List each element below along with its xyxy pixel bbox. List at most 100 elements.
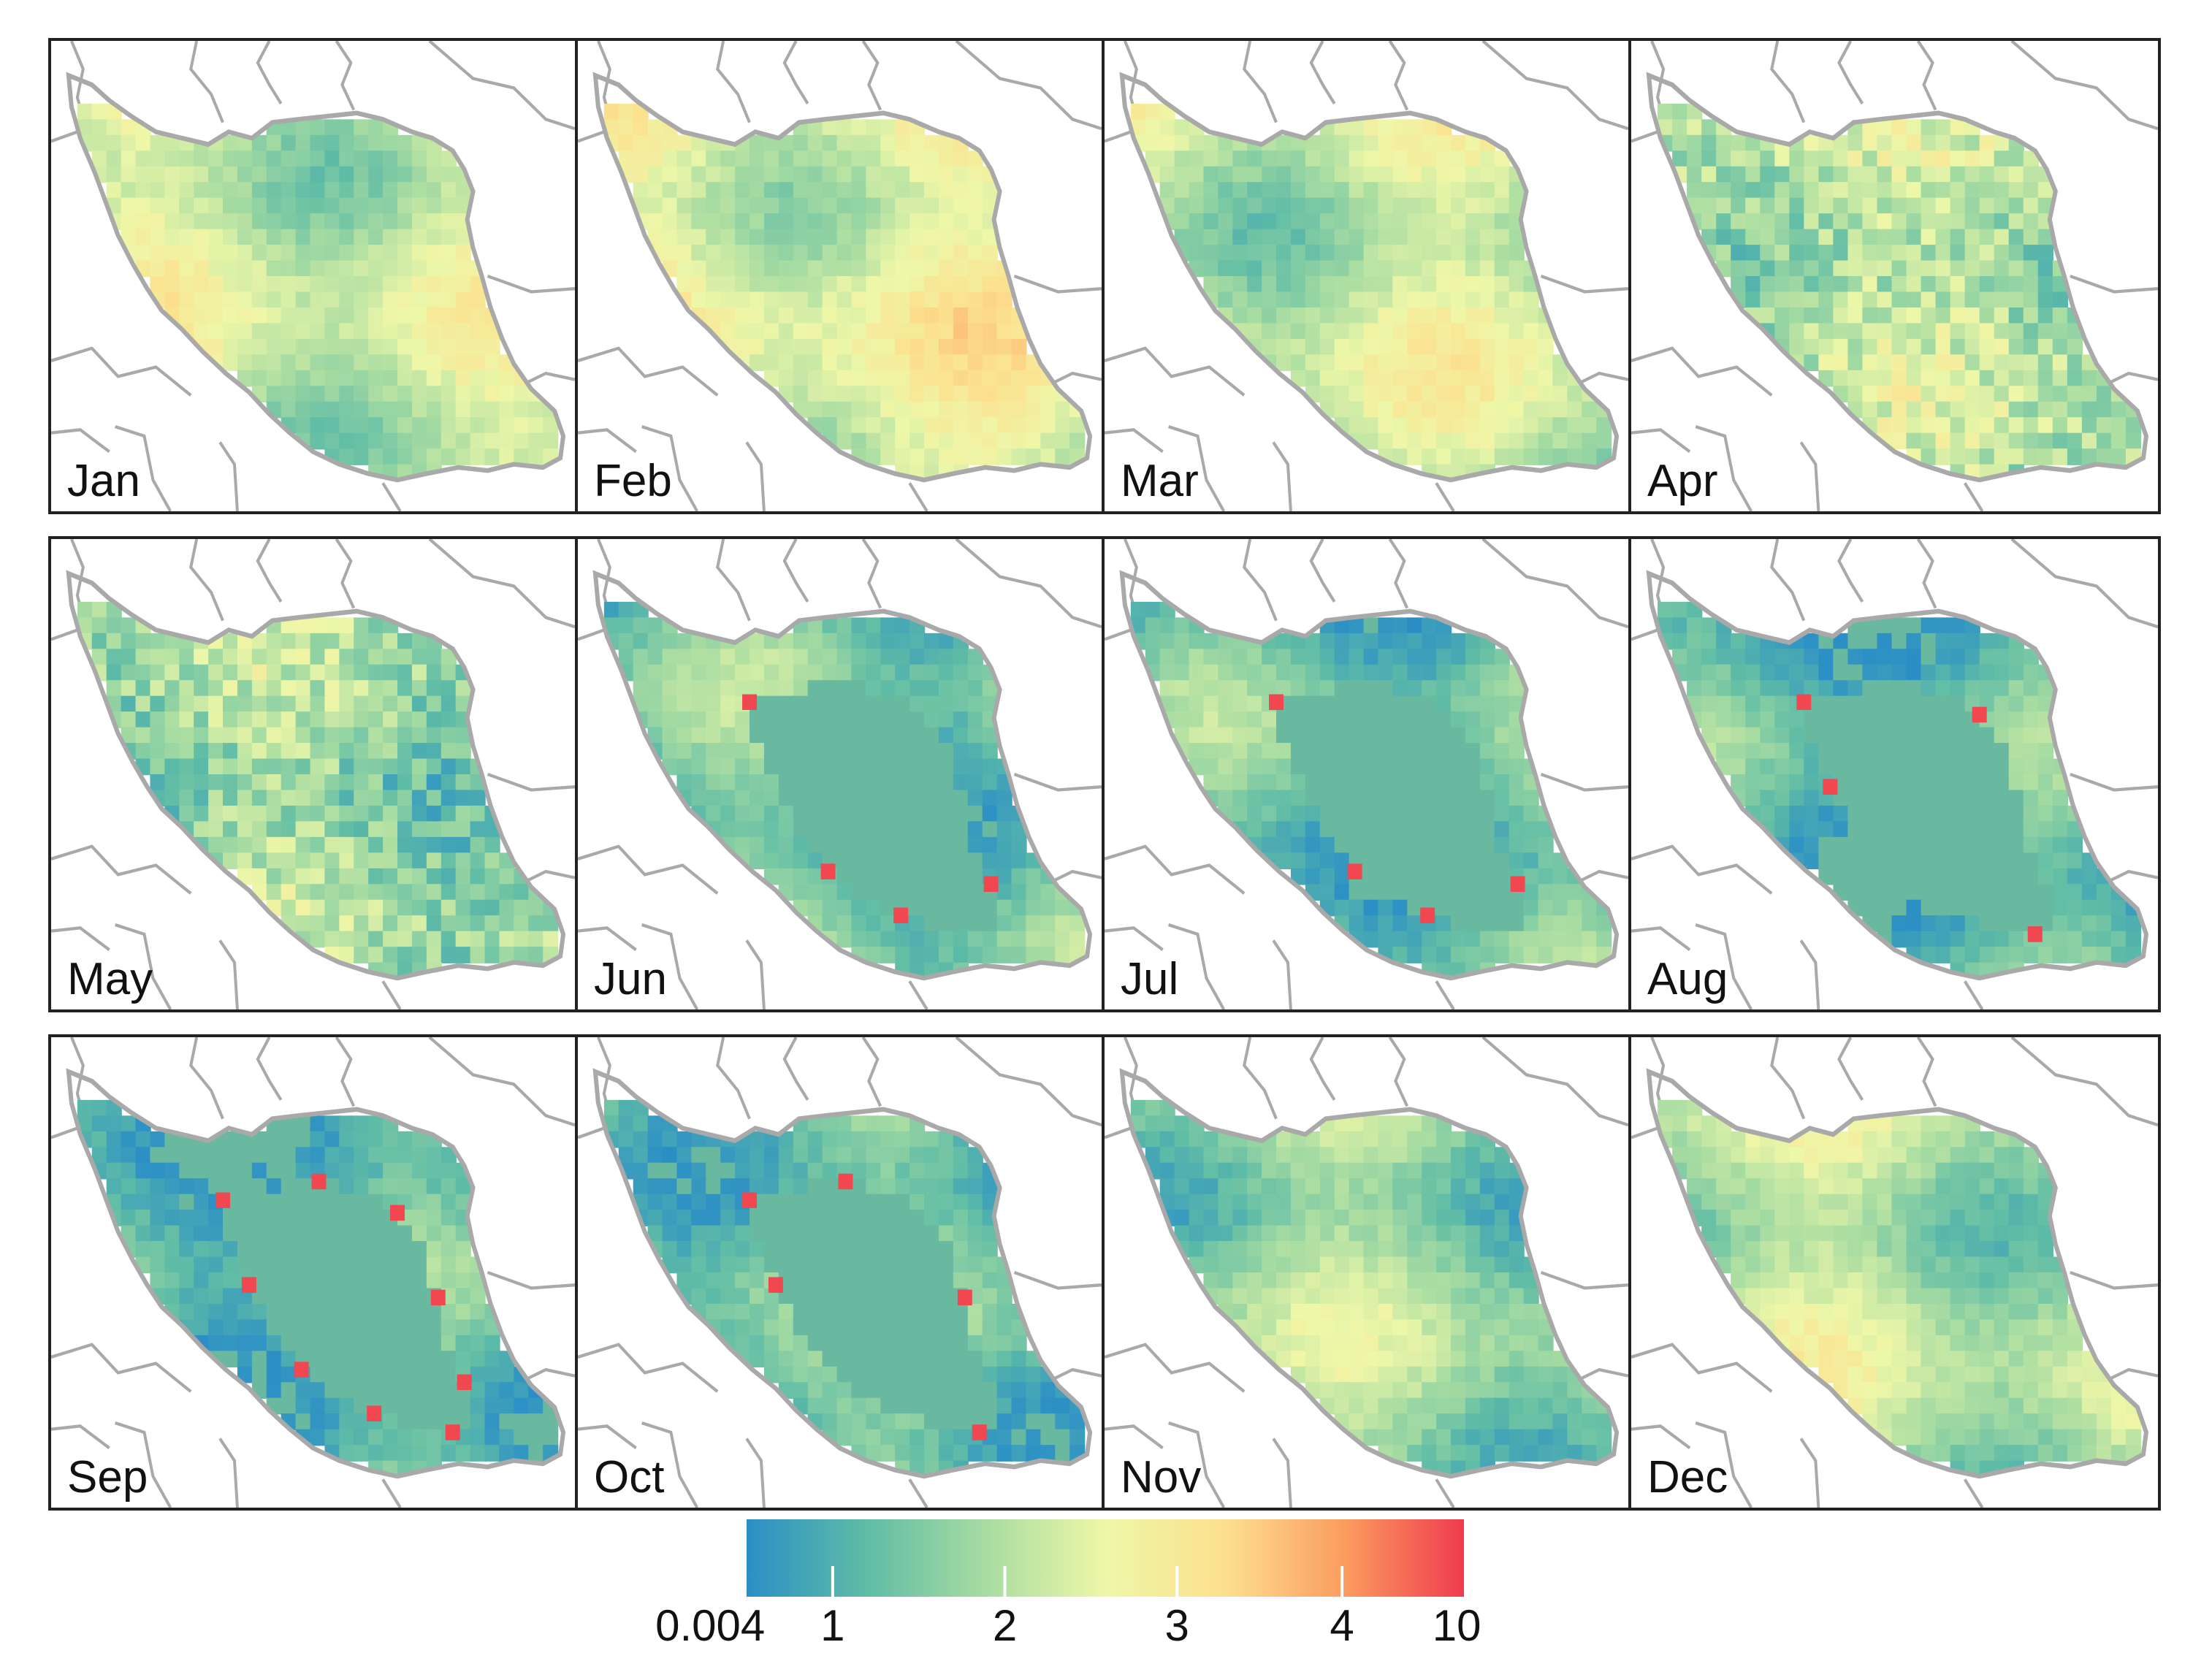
raster-cell — [397, 852, 413, 870]
raster-cell — [691, 1241, 707, 1258]
raster-cell — [691, 166, 707, 183]
raster-cell — [967, 229, 983, 246]
raster-cell — [953, 401, 969, 419]
raster-cell — [778, 680, 794, 697]
raster-cell — [1305, 229, 1321, 246]
raster-cell — [397, 758, 413, 776]
raster-cell — [368, 213, 384, 230]
raster-cell — [1378, 649, 1394, 666]
raster-cell — [324, 617, 340, 635]
raster-cell — [1774, 182, 1790, 199]
raster-cell — [484, 1382, 500, 1400]
raster-cell — [455, 884, 471, 901]
raster-cell — [880, 1288, 896, 1305]
raster-cell — [354, 836, 370, 854]
raster-cell — [354, 229, 370, 246]
raster-cell — [1552, 370, 1568, 387]
raster-cell — [324, 1115, 340, 1133]
raster-cell — [1877, 417, 1893, 434]
raster-cell — [455, 790, 471, 807]
raster-cell — [1436, 197, 1452, 215]
map-panel-may: May — [48, 536, 578, 1012]
raster-cell — [1436, 774, 1452, 791]
raster-cell — [880, 1225, 896, 1242]
raster-cell — [1479, 307, 1495, 324]
raster-cell — [179, 664, 195, 681]
raster-cell — [938, 1241, 955, 1258]
raster-cell — [880, 1178, 896, 1195]
raster-cell — [1906, 774, 1922, 791]
raster-cell — [339, 1147, 355, 1164]
raster-cell — [1950, 805, 1966, 822]
raster-cell — [822, 805, 838, 822]
raster-cell — [1334, 197, 1350, 215]
raster-cell — [1465, 899, 1481, 917]
raster-cell — [633, 1115, 649, 1133]
raster-cell — [953, 664, 969, 681]
raster-cell — [324, 1335, 340, 1352]
raster-cell — [967, 1162, 983, 1180]
raster-cell — [295, 354, 311, 372]
raster-cell — [1130, 617, 1146, 635]
raster-cell — [455, 354, 471, 372]
raster-cell — [2023, 727, 2039, 744]
raster-cell — [662, 1131, 678, 1148]
raster-cell — [368, 417, 384, 434]
raster-cell — [1011, 432, 1027, 450]
raster-cell — [1305, 370, 1321, 387]
raster-cell — [836, 370, 853, 387]
raster-cell — [150, 134, 166, 152]
raster-cell — [880, 852, 896, 870]
raster-cell — [194, 1241, 210, 1258]
raster-cell — [938, 821, 955, 839]
raster-cell — [383, 1178, 399, 1195]
raster-cell — [895, 291, 911, 309]
raster-cell — [1979, 166, 1995, 183]
raster-cell — [1407, 260, 1423, 278]
raster-cell — [1290, 354, 1307, 372]
raster-cell — [295, 774, 311, 791]
raster-cell — [1422, 743, 1438, 760]
raster-cell — [822, 1256, 838, 1274]
raster-cell — [543, 1413, 559, 1430]
raster-cell — [822, 1335, 838, 1352]
raster-cell — [924, 649, 940, 666]
raster-cell — [426, 1194, 442, 1211]
raster-cell — [237, 836, 253, 854]
raster-cell — [807, 1162, 823, 1180]
raster-cell — [1994, 836, 2010, 854]
raster-cell — [1833, 370, 1849, 387]
raster-cell — [778, 1319, 794, 1337]
raster-cell — [397, 1413, 413, 1430]
raster-cell — [735, 836, 751, 854]
raster-cell — [514, 401, 530, 419]
raster-cell — [194, 743, 210, 760]
raster-cell — [778, 633, 794, 650]
map-panel-jan: Jan — [48, 38, 578, 514]
raster-cell — [1891, 836, 1907, 854]
raster-cell — [1145, 649, 1161, 666]
raster-cell — [706, 649, 722, 666]
raster-cell — [1862, 758, 1878, 776]
raster-cell — [1055, 931, 1071, 948]
raster-cell — [339, 417, 355, 434]
raster-cell — [938, 711, 955, 728]
raster-cell — [2023, 899, 2039, 917]
raster-cell — [836, 805, 853, 822]
raster-cell — [676, 245, 693, 261]
raster-cell — [909, 743, 926, 760]
raster-cell — [836, 884, 853, 901]
raster-cell — [354, 276, 370, 293]
raster-cell — [440, 229, 457, 246]
raster-cell — [397, 868, 413, 885]
raster-cell — [368, 150, 384, 168]
raster-cell — [807, 401, 823, 419]
month-label: Aug — [1647, 954, 1728, 1004]
raster-cell — [1745, 695, 1761, 713]
raster-cell — [121, 617, 137, 635]
raster-cell — [1833, 291, 1849, 309]
raster-cell — [1349, 260, 1365, 278]
raster-cell — [1891, 150, 1907, 168]
raster-cell — [924, 417, 940, 434]
neighbor-border-line — [1013, 772, 1102, 792]
